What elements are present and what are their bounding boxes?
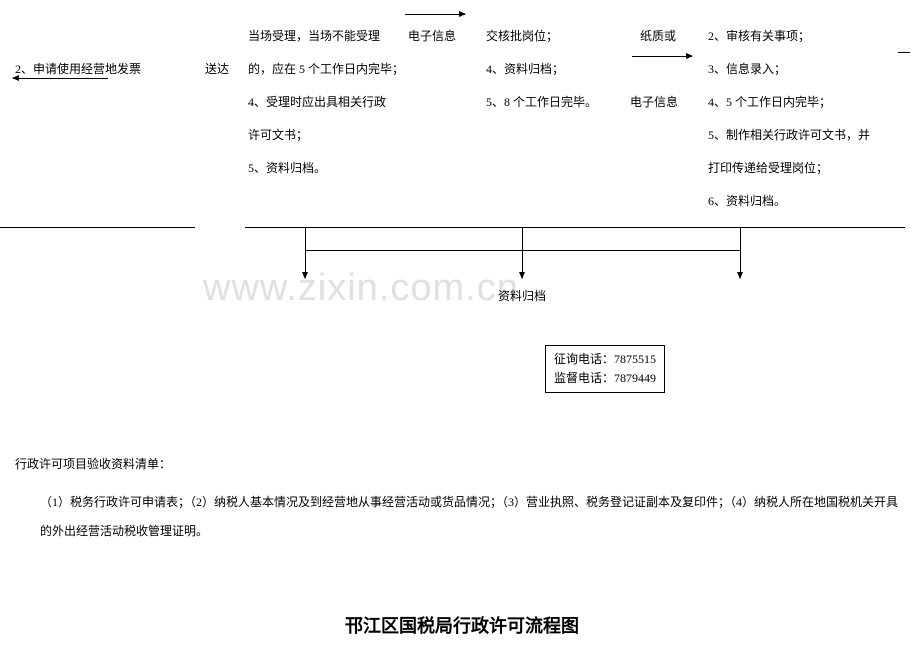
arrow-right-1 xyxy=(405,14,465,15)
arrow-down-3 xyxy=(740,250,741,278)
col4-line1: 2、审核有关事项； xyxy=(708,23,810,49)
col4-line4: 5、制作相关行政许可文书，并 xyxy=(708,122,870,148)
col4-line3: 4、5 个工作日内完毕； xyxy=(708,89,831,115)
col2-label-top: 电子信息 xyxy=(408,23,456,49)
col2-line3: 4、受理时应出具相关行政 xyxy=(248,89,386,115)
contact-line1: 征询电话：7875515 xyxy=(554,350,656,369)
contact-line2: 监督电话：7879449 xyxy=(554,369,656,388)
col4-line6: 6、资料归档。 xyxy=(708,188,786,214)
col1-label: 送达 xyxy=(205,56,229,82)
col2-line1: 当场受理，当场不能受理 xyxy=(248,23,380,49)
section-title: 行政许可项目验收资料清单： xyxy=(15,455,171,472)
connector-v1 xyxy=(305,227,306,250)
col3-label-bottom: 电子信息 xyxy=(630,89,678,115)
col3-line2: 4、资料归档； xyxy=(486,56,564,82)
col3-label-top: 纸质或 xyxy=(640,23,676,49)
col2-line5: 5、资料归档。 xyxy=(248,155,326,181)
col2-line4: 许可文书； xyxy=(248,122,308,148)
connector-v3 xyxy=(740,227,741,250)
dash-right xyxy=(898,52,910,53)
main-title: 邗江区国税局行政许可流程图 xyxy=(345,612,579,638)
sep-line-1 xyxy=(0,227,195,228)
section-detail: （1）税务行政许可申请表；（2）纳税人基本情况及到经营地从事经营活动或货品情况；… xyxy=(40,488,900,546)
sep-line-2 xyxy=(245,227,905,228)
col4-line5: 打印传递给受理岗位； xyxy=(708,155,828,181)
col4-line2: 3、信息录入； xyxy=(708,56,786,82)
contact-box: 征询电话：7875515 监督电话：7879449 xyxy=(545,345,665,393)
watermark: www.zixin.com.cn xyxy=(203,267,519,310)
arrow-down-2 xyxy=(522,250,523,278)
col3-line1: 交核批岗位； xyxy=(486,23,558,49)
arrow-right-2 xyxy=(632,56,692,57)
col3-line3: 5、8 个工作日完毕。 xyxy=(486,89,597,115)
col2-line2: 的，应在 5 个工作日内完毕； xyxy=(248,56,404,82)
connector-v2 xyxy=(522,227,523,250)
center-label: 资料归档 xyxy=(498,283,546,309)
arrow-left-1 xyxy=(13,78,108,79)
